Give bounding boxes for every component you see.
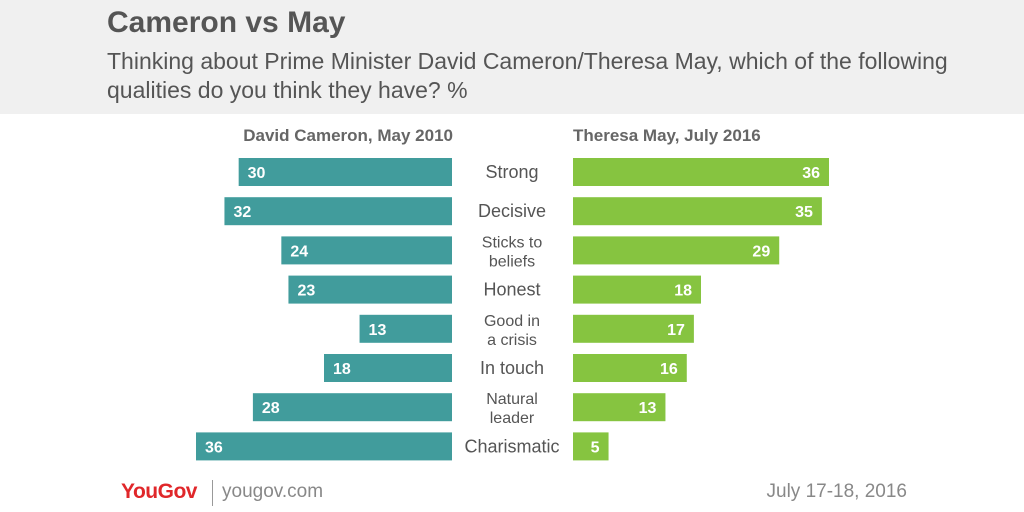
bar-left-5: [324, 354, 452, 382]
data-label-right-1: 35: [795, 204, 813, 221]
data-label-left-3: 23: [297, 283, 315, 300]
data-label-left-4: 13: [369, 322, 387, 339]
data-label-left-1: 32: [233, 204, 251, 221]
bar-right-7: [573, 432, 609, 461]
data-label-right-4: 17: [667, 322, 685, 339]
data-label-left-0: 30: [248, 165, 266, 182]
data-label-left-6: 28: [262, 400, 280, 417]
data-label-left-7: 36: [205, 439, 223, 456]
bar-right-0: [573, 158, 829, 186]
bar-right-4: [573, 314, 694, 343]
series-label-left: David Cameron, May 2010: [243, 126, 453, 145]
header-band: [0, 0, 1024, 114]
category-label-1: Decisive: [478, 201, 546, 221]
bar-left-2: [281, 236, 452, 265]
category-label-0: Strong: [485, 162, 538, 182]
chart-title: Cameron vs May: [107, 6, 346, 39]
category-label-6: Natural leader: [486, 391, 538, 427]
data-label-left-2: 24: [290, 243, 308, 260]
bar-left-6: [252, 393, 452, 422]
footer-date: July 17-18, 2016: [766, 481, 908, 502]
bar-right-3: [573, 275, 701, 304]
yougov-logo: YouGov: [121, 480, 197, 503]
category-label-5: In touch: [480, 358, 544, 378]
footer-divider: [212, 480, 213, 506]
bar-left-0: [238, 158, 452, 186]
bar-right-2: [573, 236, 780, 265]
category-label-3: Honest: [483, 280, 540, 300]
category-label-2: Sticks to beliefs: [482, 234, 543, 270]
series-label-right: Theresa May, July 2016: [573, 126, 761, 145]
data-label-right-5: 16: [660, 361, 678, 378]
bar-left-4: [359, 314, 452, 343]
bar-left-1: [224, 197, 452, 226]
bar-right-5: [573, 354, 687, 382]
bar-right-6: [573, 393, 666, 422]
footer-url: yougov.com: [222, 481, 324, 502]
category-label-4: Good in a crisis: [484, 313, 540, 349]
chart-subtitle: Thinking about Prime Minister David Came…: [107, 48, 948, 103]
data-label-right-6: 13: [639, 400, 657, 417]
data-label-right-0: 36: [802, 165, 820, 182]
data-label-right-2: 29: [752, 243, 770, 260]
data-label-right-7: 5: [591, 439, 600, 456]
bar-left-3: [288, 275, 452, 304]
bar-left-7: [196, 432, 452, 461]
category-label-7: Charismatic: [464, 436, 559, 456]
bar-right-1: [573, 197, 822, 226]
data-label-right-3: 18: [674, 283, 692, 300]
data-label-left-5: 18: [333, 361, 351, 378]
